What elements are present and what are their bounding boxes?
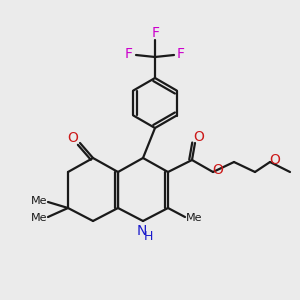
Text: F: F [125,47,133,61]
Text: N: N [137,224,147,238]
Text: F: F [177,47,185,61]
Text: Me: Me [31,196,47,206]
Text: H: H [143,230,153,244]
Text: Me: Me [186,213,202,223]
Text: F: F [152,26,160,40]
Text: O: O [194,130,204,144]
Text: O: O [68,131,78,145]
Text: O: O [213,163,224,177]
Text: Me: Me [31,213,47,223]
Text: O: O [270,153,280,167]
